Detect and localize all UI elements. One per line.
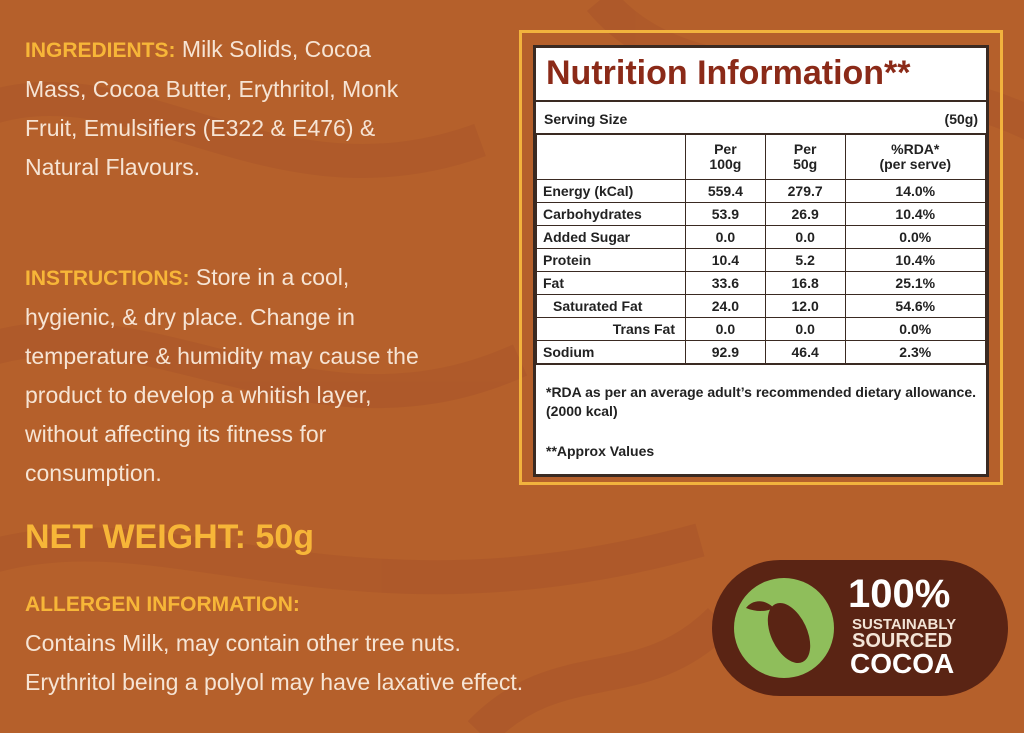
instructions: INSTRUCTIONS: Store in a cool, hygienic,… [25, 258, 430, 493]
nutrient-name: Energy (kCal) [536, 179, 686, 203]
nutrient-value: 0.0% [844, 225, 987, 249]
ingredients-text: Milk Solids, Cocoa Mass, Cocoa Butter, E… [25, 36, 399, 180]
header-text: (per serve) [879, 156, 952, 172]
nutrient-name: Sodium [536, 340, 686, 365]
serving-label: Serving Size [544, 111, 628, 127]
nutrient-value: 16.8 [764, 271, 846, 295]
cocoa-pod [746, 601, 811, 663]
allergen-line: Contains Milk, may contain other tree nu… [25, 630, 461, 656]
nutrient-value: 10.4% [844, 248, 987, 272]
nutrient-value: 279.7 [764, 179, 846, 203]
header-text: 100g [709, 156, 742, 172]
instructions-text: Store in a cool, hygienic, & dry place. … [25, 264, 419, 486]
header-text: Per [714, 141, 737, 157]
allergen: ALLERGEN INFORMATION: Contains Milk, may … [25, 585, 665, 702]
nutrient-value: 10.4 [685, 248, 766, 272]
nutrient-row: Energy (kCal) 559.4 279.7 14.0% [536, 179, 987, 203]
nutrient-value: 92.9 [685, 340, 766, 365]
allergen-line: Erythritol being a polyol may have laxat… [25, 669, 524, 695]
nutrient-value: 0.0% [844, 317, 987, 341]
badge-text: SOURCED [852, 630, 953, 652]
footnote: **Approx Values [546, 443, 655, 459]
nutrient-value: 0.0 [685, 225, 766, 249]
nutrient-value: 12.0 [764, 294, 846, 318]
nutrient-name: Fat [536, 271, 686, 295]
header-row: Per 100g Per 50g %RDA* (per serve) [536, 133, 987, 180]
nutrient-value: 26.9 [764, 202, 846, 226]
nutrient-row: Protein 10.4 5.2 10.4% [536, 248, 987, 272]
nutrient-name: Protein [536, 248, 686, 272]
nutrient-row: Fat 33.6 16.8 25.1% [536, 271, 987, 295]
net-weight: NET WEIGHT: 50g [25, 518, 315, 556]
badge-text: SUSTAINABLY [852, 616, 957, 633]
nutrient-value: 53.9 [685, 202, 766, 226]
nutrient-value: 559.4 [685, 179, 766, 203]
ingredients-label: INGREDIENTS: [25, 39, 176, 62]
serving-size: Serving Size (50g) [536, 100, 986, 135]
header-cell: Per 50g [764, 133, 846, 180]
header-text: Per [793, 141, 817, 157]
nutrient-row: Trans Fat 0.0 0.0 0.0% [536, 317, 987, 341]
header-text: %RDA* [891, 141, 940, 157]
nutrient-row: Sodium 92.9 46.4 2.3% [536, 340, 987, 365]
cocoa-badge: 100% SUSTAINABLY SOURCED COCOA [712, 560, 1008, 696]
header-cell [536, 133, 686, 180]
header-text: 50g [793, 156, 818, 172]
nutrient-name: Saturated Fat [536, 294, 686, 318]
badge-text: COCOA [850, 648, 955, 679]
nutrient-row: Saturated Fat 24.0 12.0 54.6% [536, 294, 987, 318]
nutrient-name: Trans Fat [536, 317, 686, 341]
nutrient-name: Added Sugar [536, 225, 686, 249]
footnote: *RDA as per an average adult’s recommend… [546, 384, 977, 419]
header-cell: Per 100g [685, 133, 766, 180]
nutrient-value: 14.0% [844, 179, 987, 203]
serving-value: (50g) [944, 111, 978, 127]
header-cell: %RDA* (per serve) [844, 133, 987, 180]
allergen-label: ALLERGEN INFORMATION: [25, 593, 300, 616]
nutrient-row: Added Sugar 0.0 0.0 0.0% [536, 225, 987, 249]
nutrition-panel: Nutrition Information** Serving Size (50… [533, 45, 989, 477]
nutrient-value: 46.4 [764, 340, 846, 365]
nutrition-frame [519, 30, 1003, 485]
ingredients: INGREDIENTS: Milk Solids, Cocoa Mass, Co… [25, 30, 425, 187]
nutrient-value: 2.3% [844, 340, 987, 365]
cocoa-icon [734, 578, 834, 678]
nutrition-title: Nutrition Information** [546, 54, 911, 92]
nutrition-table: Per 100g Per 50g %RDA* (per serve) Energy (kC… [536, 133, 987, 365]
nutrient-value: 10.4% [844, 202, 987, 226]
instructions-label: INSTRUCTIONS: [25, 267, 190, 290]
nutrient-value: 0.0 [764, 225, 846, 249]
badge-text: 100% [848, 572, 951, 616]
nutrient-value: 25.1% [844, 271, 987, 295]
nutrient-name: Carbohydrates [536, 202, 686, 226]
nutrient-value: 24.0 [685, 294, 766, 318]
nutrient-value: 5.2 [764, 248, 846, 272]
nutrient-value: 0.0 [685, 317, 766, 341]
nutrient-value: 33.6 [685, 271, 766, 295]
nutrient-value: 0.0 [764, 317, 846, 341]
nutrient-row: Carbohydrates 53.9 26.9 10.4% [536, 202, 987, 226]
nutrient-value: 54.6% [844, 294, 987, 318]
